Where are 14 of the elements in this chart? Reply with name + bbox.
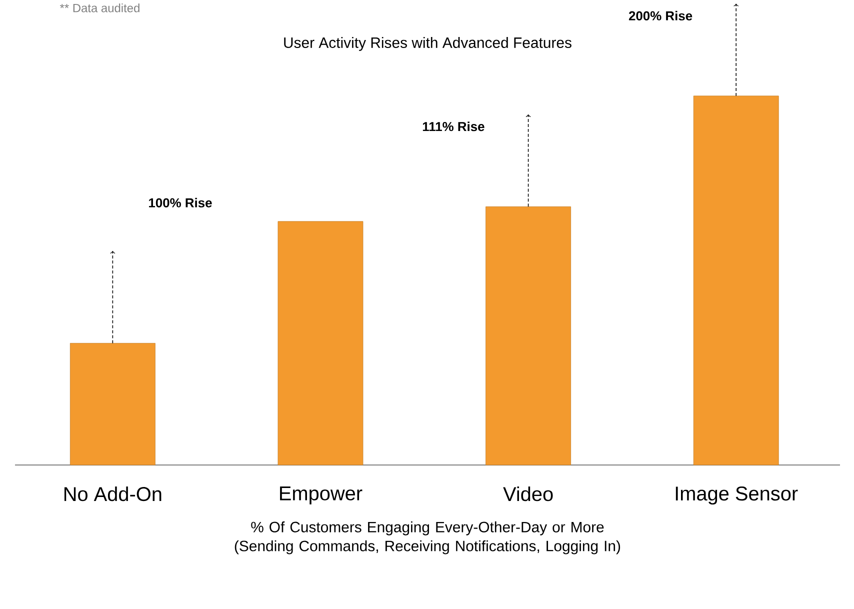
annotation: 111% Rise — [422, 122, 484, 132]
x-tick-label: Video — [503, 486, 553, 502]
x-tick-label: Empower — [280, 486, 362, 504]
bar — [278, 221, 364, 466]
x-axis-title: % Of Customers Engaging Every-Other-Day or More (Sending Commands, Receiving Notifications, Logging In) — [234, 521, 620, 554]
text: ** Data audited — [60, 4, 140, 12]
x-tick-label: No Add-On — [64, 486, 162, 502]
chart-title: User Activity Rises with Advanced Features — [284, 37, 572, 51]
text: 200% Rise — [628, 10, 692, 20]
bar — [70, 343, 156, 466]
x-tick-label: Image Sensor — [676, 486, 798, 505]
bar — [486, 206, 571, 466]
bar — [693, 96, 779, 466]
annotation: 100% Rise — [149, 198, 212, 208]
